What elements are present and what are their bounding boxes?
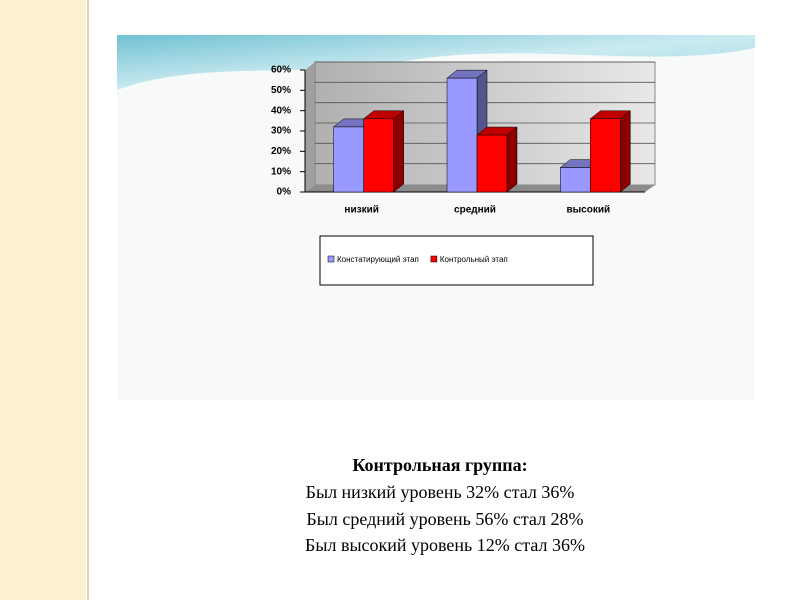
bar-front bbox=[333, 126, 364, 193]
y-tick-label: 10% bbox=[271, 166, 291, 177]
bar-front bbox=[476, 134, 508, 193]
bar-front bbox=[560, 167, 591, 193]
y-tick-label: 60% bbox=[271, 65, 291, 76]
caption-line: Был низкий уровень 32% стал 36% bbox=[306, 482, 575, 502]
legend-label: Контрольный этап bbox=[440, 255, 508, 264]
x-tick-label: средний bbox=[454, 205, 496, 216]
bar-side bbox=[620, 110, 631, 193]
y-tick-label: 30% bbox=[271, 126, 291, 137]
y-tick-label: 0% bbox=[277, 187, 292, 198]
caption-line: Был средний уровень 56% стал 28% bbox=[306, 509, 583, 529]
x-tick-label: высокий bbox=[566, 205, 610, 216]
legend-swatch bbox=[430, 255, 438, 263]
legend bbox=[319, 235, 594, 286]
left-wall bbox=[305, 62, 315, 192]
y-tick-label: 50% bbox=[271, 85, 291, 96]
caption-line: Был высокий уровень 12% стал 36% bbox=[305, 535, 585, 555]
wave-decoration bbox=[117, 35, 755, 90]
bar bbox=[476, 126, 518, 193]
bar-front bbox=[363, 118, 394, 193]
bar-side bbox=[506, 126, 518, 193]
legend-swatch bbox=[327, 255, 335, 263]
bar-front bbox=[446, 77, 478, 193]
side-strip bbox=[0, 0, 86, 600]
bar-front bbox=[590, 118, 621, 193]
y-tick-label: 40% bbox=[271, 105, 291, 116]
bar bbox=[362, 110, 405, 193]
caption-title: Контрольная группа: bbox=[352, 455, 527, 475]
y-tick-label: 20% bbox=[271, 146, 291, 157]
x-tick-label: низкий bbox=[344, 205, 378, 216]
bar bbox=[589, 110, 632, 193]
legend-label: Констатирующий этап bbox=[337, 255, 419, 264]
bar-side bbox=[393, 110, 404, 193]
